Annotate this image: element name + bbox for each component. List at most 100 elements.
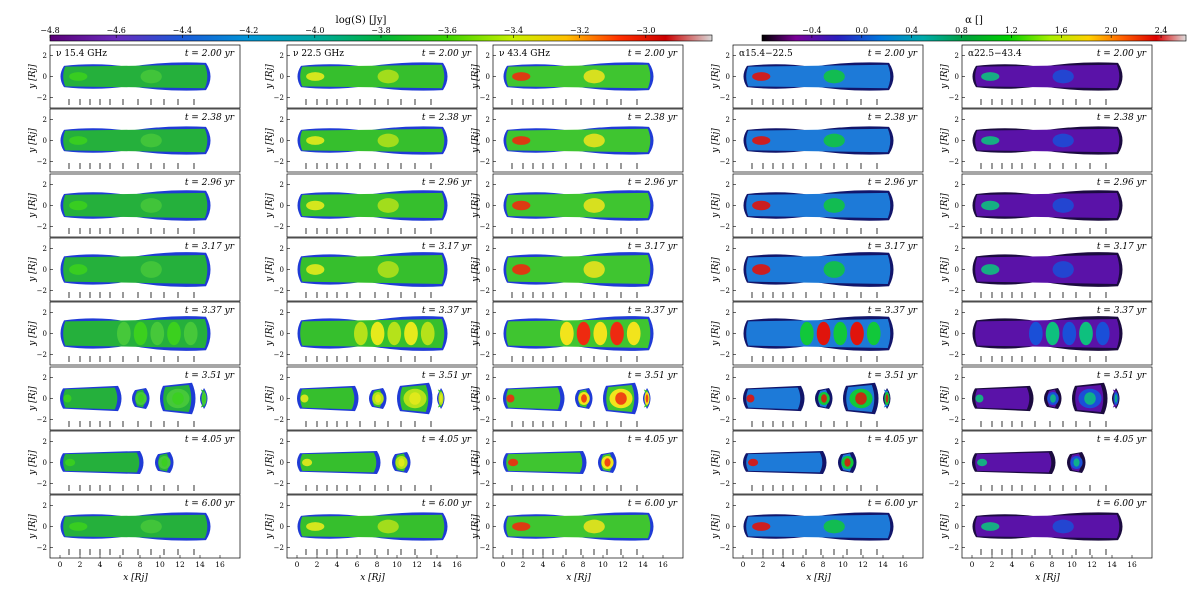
core-feature	[306, 264, 325, 275]
y-tick-label: −2	[949, 416, 959, 424]
y-axis-label: y [Rj]	[265, 193, 275, 219]
time-label: t = 2.38 yr	[422, 113, 472, 123]
knot-feature	[202, 394, 206, 403]
y-tick-label: 0	[486, 266, 490, 274]
y-tick-label: −2	[480, 158, 490, 166]
y-tick-label: 0	[726, 266, 730, 274]
y-axis-label: y [Rj]	[471, 321, 481, 347]
knot-feature	[183, 321, 198, 346]
y-tick-label: 2	[726, 309, 730, 317]
jet-body	[300, 128, 445, 153]
x-axis-label: x [Rj]	[1035, 573, 1060, 583]
core-feature	[981, 136, 1000, 145]
colorbar-tick-label: 0.4	[905, 26, 918, 35]
knot-feature	[576, 321, 591, 346]
y-tick-label: 0	[955, 523, 959, 531]
y-tick-label: 2	[486, 116, 490, 124]
colorbar-tick-label: 1.6	[1055, 26, 1068, 35]
x-tick-label: 2	[78, 560, 83, 569]
jet-body	[746, 255, 891, 284]
y-tick-label: −2	[480, 94, 490, 102]
y-tick-label: 0	[955, 459, 959, 467]
y-axis-label: y [Rj]	[711, 257, 721, 283]
time-label: t = 4.05 yr	[1097, 435, 1147, 445]
panel: t = 4.05 yr 2 0 −2 y [Rj]	[471, 430, 684, 495]
time-label: t = 6.00 yr	[868, 499, 918, 509]
jet-body	[63, 192, 208, 219]
y-tick-label: 2	[726, 502, 730, 510]
panel: t = 2.96 yr 2 0 −2 y [Rj]	[471, 173, 684, 238]
knot-feature	[167, 321, 181, 346]
y-tick-label: 2	[43, 181, 47, 189]
x-tick-label: 8	[375, 560, 380, 569]
y-axis-label: y [Rj]	[940, 321, 950, 347]
colorbar-title: α []	[965, 15, 983, 26]
time-label: t = 2.96 yr	[185, 178, 235, 188]
knot-feature	[354, 321, 368, 346]
knot-feature	[823, 519, 845, 534]
y-tick-label: 2	[43, 245, 47, 253]
x-tick-label: 4	[335, 560, 340, 569]
jet-body	[63, 514, 208, 539]
y-tick-label: −2	[480, 351, 490, 359]
knot-feature	[140, 133, 162, 148]
column-label: α22.5−43.4	[968, 49, 1022, 59]
jet-body	[63, 387, 118, 410]
knot-feature	[1095, 321, 1110, 346]
panel: t = 6.00 yr 2 0 −2 y [Rj]	[265, 494, 478, 559]
y-axis-label: y [Rj]	[471, 514, 481, 540]
knot-feature	[409, 392, 421, 405]
knot-feature	[1052, 519, 1074, 534]
panel: t = 2.00 yr α22.5−43.4 2 0 −2 y [Rj]	[940, 44, 1153, 109]
time-label: t = 2.96 yr	[628, 178, 678, 188]
panel: t = 3.51 yr 2 0 −2 y [Rj]	[471, 366, 684, 431]
panel: t = 3.51 yr 2 0 −2 y [Rj]	[940, 366, 1153, 431]
panel: t = 2.38 yr 2 0 −2 y [Rj]	[265, 108, 478, 173]
knot-feature	[604, 458, 611, 467]
panel: t = 2.38 yr 2 0 −2 y [Rj]	[28, 108, 241, 173]
x-tick-label: 0	[501, 560, 506, 569]
core-feature	[306, 200, 325, 211]
y-tick-label: 2	[955, 438, 959, 446]
y-tick-label: 0	[955, 202, 959, 210]
y-axis-label: y [Rj]	[28, 64, 38, 90]
jet-body	[746, 128, 891, 153]
colorbar-tick-label: −4.6	[106, 26, 125, 35]
jet-body	[300, 64, 445, 89]
y-axis-label: y [Rj]	[940, 257, 950, 283]
jet-body	[975, 387, 1030, 410]
y-tick-label: 2	[280, 309, 284, 317]
time-label: t = 2.96 yr	[422, 178, 472, 188]
y-axis-label: y [Rj]	[940, 386, 950, 412]
panel: t = 3.37 yr 2 0 −2 y [Rj]	[940, 301, 1153, 366]
y-axis-label: y [Rj]	[940, 450, 950, 476]
knot-feature	[593, 321, 608, 346]
core-feature	[69, 200, 88, 211]
y-tick-label: −2	[37, 94, 47, 102]
x-tick-label: 6	[355, 560, 360, 569]
y-tick-label: 2	[280, 502, 284, 510]
y-tick-label: 2	[486, 502, 490, 510]
time-label: t = 3.51 yr	[422, 371, 472, 381]
time-label: t = 2.38 yr	[185, 113, 235, 123]
panel: t = 4.05 yr 2 0 −2 y [Rj]	[940, 430, 1153, 495]
x-tick-label: 10	[1067, 560, 1077, 569]
time-label: t = 2.38 yr	[628, 113, 678, 123]
knot-feature	[800, 321, 814, 346]
time-label: t = 3.37 yr	[1097, 306, 1147, 316]
y-tick-label: −2	[480, 223, 490, 231]
y-tick-label: 0	[280, 523, 284, 531]
knot-feature	[816, 321, 831, 346]
panel: t = 2.96 yr 2 0 −2 y [Rj]	[265, 173, 478, 238]
time-label: t = 2.38 yr	[868, 113, 918, 123]
knot-feature	[1052, 198, 1074, 213]
colorbar-tick-label: 0.8	[955, 26, 968, 35]
y-tick-label: 2	[486, 52, 490, 60]
knot-feature	[850, 321, 864, 346]
y-tick-label: 2	[43, 374, 47, 382]
y-tick-label: 0	[486, 137, 490, 145]
panel: t = 2.00 yr α15.4−22.5 2 0 −2 y [Rj]	[711, 44, 924, 109]
x-tick-label: 2	[761, 560, 766, 569]
